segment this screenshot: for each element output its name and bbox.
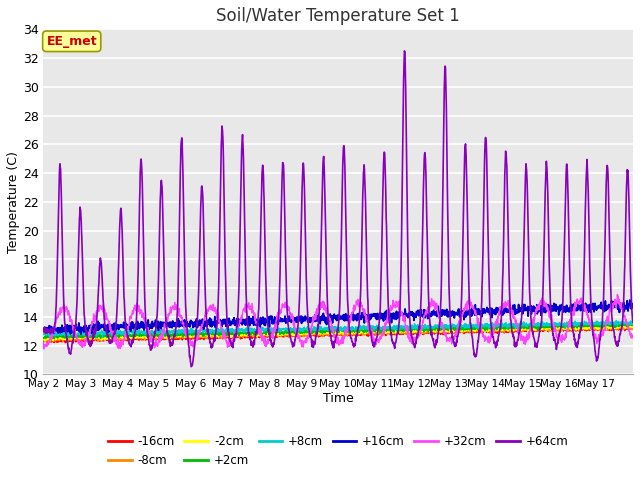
- Legend: -16cm, -8cm, -2cm, +2cm, +8cm, +16cm, +32cm, +64cm: -16cm, -8cm, -2cm, +2cm, +8cm, +16cm, +3…: [104, 431, 573, 472]
- X-axis label: Time: Time: [323, 392, 354, 405]
- Y-axis label: Temperature (C): Temperature (C): [7, 151, 20, 253]
- Title: Soil/Water Temperature Set 1: Soil/Water Temperature Set 1: [216, 7, 460, 25]
- Text: EE_met: EE_met: [47, 35, 97, 48]
